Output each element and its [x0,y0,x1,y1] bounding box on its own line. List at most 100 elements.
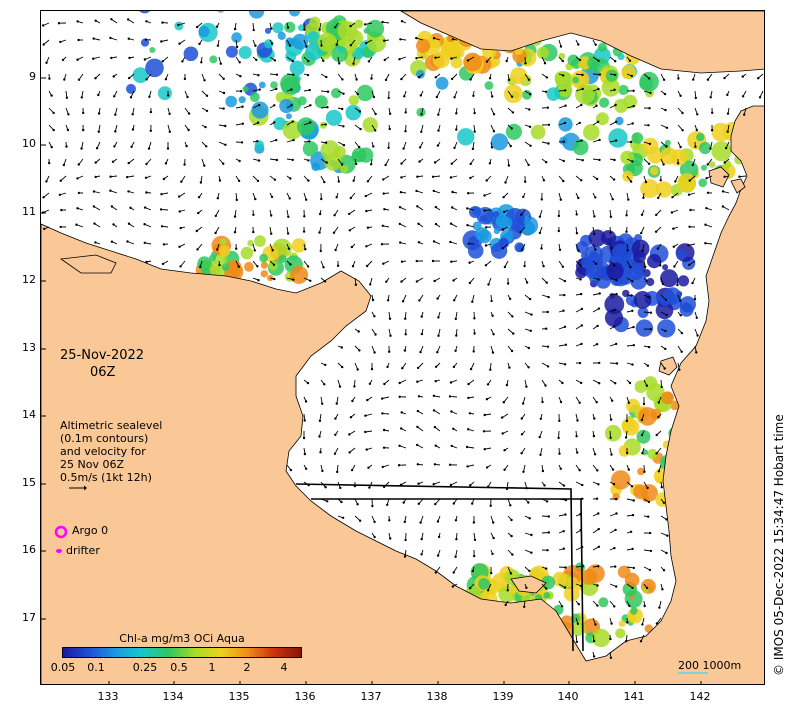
velocity-arrow [380,243,390,246]
velocity-arrow [184,90,189,99]
velocity-arrow [42,192,50,199]
velocity-arrow [642,397,646,406]
velocity-arrow [348,447,356,454]
velocity-arrow [149,107,153,114]
velocity-arrow [609,583,618,588]
velocity-arrow [505,56,509,63]
velocity-arrow [693,295,697,301]
chlorophyll-patch [509,586,517,594]
velocity-arrow [485,464,492,469]
chlorophyll-patch [311,162,321,171]
velocity-arrow [111,158,118,163]
velocity-arrow [454,345,458,352]
chlorophyll-patch [479,215,487,222]
velocity-arrow [82,124,85,132]
velocity-arrow [692,73,696,81]
velocity-arrow [641,243,645,252]
landmass-torres-islands [708,166,746,194]
chlorophyll-patch [435,76,449,90]
velocity-arrow [364,192,373,198]
velocity-arrow [455,532,458,541]
velocity-arrow [469,362,475,371]
velocity-arrow [450,260,458,263]
velocity-arrow [365,209,373,213]
velocity-arrow [269,121,276,126]
velocity-arrow [507,515,513,522]
velocity-arrow [417,241,424,245]
chlorophyll-patch [660,147,678,165]
velocity-arrow [334,430,339,436]
velocity-arrow [432,240,441,245]
velocity-arrow [166,142,170,150]
velocity-arrow [473,328,476,335]
drifter-marker [56,549,62,553]
velocity-arrow [557,226,560,233]
velocity-arrow [148,90,152,99]
velocity-arrow [235,192,238,202]
chlorophyll-patch [608,128,628,148]
velocity-arrow [449,481,458,487]
velocity-arrow [109,36,118,41]
velocity-arrow [145,191,152,194]
velocity-arrow [609,209,613,218]
velocity-arrow [522,192,526,199]
velocity-arrow [387,90,390,100]
chlorophyll-patch [242,85,249,93]
velocity-arrow [485,56,492,63]
velocity-arrow [558,481,566,487]
velocity-arrow [252,88,261,92]
velocity-arrow [706,158,713,166]
velocity-arrow [383,208,390,211]
velocity-arrow [354,90,359,96]
velocity-arrow [655,617,662,625]
velocity-arrow [337,73,344,81]
velocity-arrow [558,243,562,251]
velocity-arrow [437,107,441,116]
velocity-arrow [92,190,101,194]
velocity-arrow [434,444,441,449]
velocity-arrow [286,104,293,109]
velocity-arrow [233,209,237,218]
velocity-arrow [575,464,581,472]
velocity-arrow [721,205,730,211]
velocity-arrow [235,260,240,268]
velocity-arrow [129,90,135,99]
velocity-arrow [643,311,653,314]
velocity-arrow [575,139,583,143]
velocity-arrow [524,175,527,183]
velocity-arrow [488,73,492,80]
velocity-arrow [398,56,407,61]
velocity-arrow [626,583,634,590]
velocity-arrow [484,260,492,267]
chlorophyll-patch [575,84,595,105]
velocity-arrow [336,464,339,474]
chlorophyll-patch [615,628,626,639]
velocity-arrow [432,409,441,415]
velocity-arrow [592,158,601,162]
velocity-arrow [691,277,696,285]
velocity-arrow [354,107,362,113]
velocity-arrow [489,498,492,507]
velocity-arrow [416,409,424,415]
velocity-arrow [59,175,67,182]
velocity-arrow [286,138,295,143]
velocity-arrow [432,37,441,41]
velocity-arrow [643,583,649,590]
velocity-arrow [694,107,699,116]
map-panel [40,10,765,685]
velocity-arrow [320,396,324,405]
velocity-arrow [388,124,391,131]
velocity-arrow [471,294,475,303]
velocity-arrow [706,191,713,194]
y-tick-label: 13 [22,341,36,354]
velocity-arrow [485,175,492,182]
velocity-arrow [592,545,601,551]
chlorophyll-patch [285,113,292,120]
velocity-arrow [286,260,292,266]
velocity-arrow [670,209,679,214]
velocity-arrow [417,498,424,505]
velocity-arrow [333,209,339,217]
velocity-arrow [110,205,118,211]
chlorophyll-patch [492,211,500,218]
velocity-arrow [524,515,531,520]
